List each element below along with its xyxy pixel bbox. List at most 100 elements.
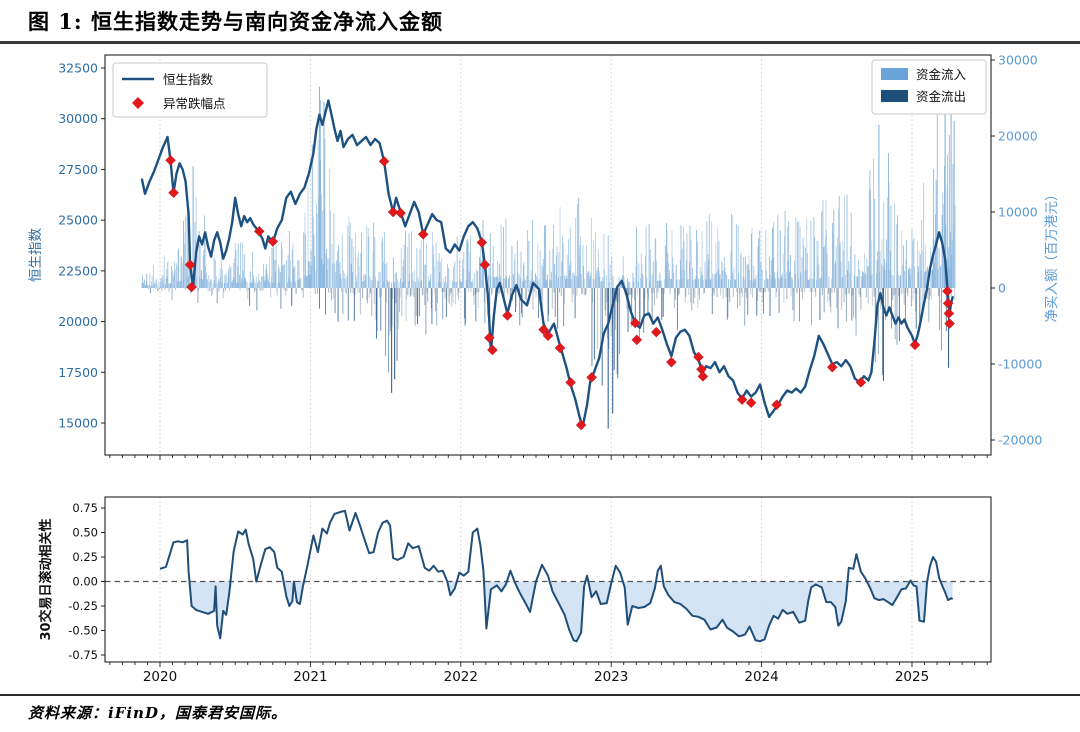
anomaly-diamond-icon xyxy=(417,229,429,240)
anomaly-diamond-icon xyxy=(651,326,662,338)
anomaly-diamond-icon xyxy=(479,259,491,271)
ytick-left: 20000 xyxy=(58,314,98,329)
ytick-right: 20000 xyxy=(998,129,1038,144)
title-divider xyxy=(0,41,1080,44)
anomaly-diamond-icon xyxy=(631,334,643,346)
anomaly-diamond-icon xyxy=(542,330,554,342)
flow-bar-spike xyxy=(607,288,609,429)
legend-label-anomaly: 异常跌幅点 xyxy=(163,96,226,111)
anomaly-diamond-icon xyxy=(186,281,197,293)
xtick-year: 2020 xyxy=(143,669,177,685)
xtick-year: 2025 xyxy=(895,669,929,685)
xtick-year: 2024 xyxy=(744,669,778,685)
ytick-right: 30000 xyxy=(998,53,1038,68)
ytick-left: 22500 xyxy=(58,263,98,278)
anomaly-diamond-icon xyxy=(395,207,406,219)
flow-bar-spike xyxy=(192,166,194,288)
anomaly-diamond-icon xyxy=(484,332,495,344)
ytick-left: 32500 xyxy=(58,61,98,76)
anomaly-diamond-icon xyxy=(745,397,757,408)
source-note: 资料来源：iFinD，国泰君安国际。 xyxy=(28,704,287,722)
hsi-line xyxy=(140,99,954,429)
flow-bars xyxy=(141,63,956,429)
legend-label-inflow: 资金流入 xyxy=(916,67,967,82)
anomaly-diamond-icon xyxy=(943,308,955,319)
anomaly-diamond-icon xyxy=(502,310,513,321)
flow-bar-spike xyxy=(612,288,614,414)
anomaly-diamond-icon xyxy=(487,344,498,356)
legend-label-hsi: 恒生指数 xyxy=(163,72,214,87)
anomaly-diamond-icon xyxy=(771,399,782,411)
ytick-left: 15000 xyxy=(58,416,98,431)
anomaly-diamond-icon xyxy=(165,155,176,166)
ytick-corr: -0.50 xyxy=(68,624,98,638)
anomaly-diamond-icon xyxy=(697,371,709,382)
legend-patch-inflow xyxy=(881,68,908,80)
anomaly-diamond-icon xyxy=(378,156,390,167)
legend-label-outflow: 资金流出 xyxy=(916,89,966,104)
figure-root: 32500 30000 27500 25000 22500 20000 17500 15000… xyxy=(28,53,1060,686)
anomaly-diamond-icon xyxy=(184,259,196,271)
anomaly-diamond-icon xyxy=(693,351,704,363)
flow-bar-spike xyxy=(318,86,320,288)
ytick-left: 17500 xyxy=(58,365,98,380)
anomaly-diamond-icon xyxy=(168,187,179,199)
bottom-panel: 0.75 0.50 0.25 0.00 -0.25 -0.50 -0.75 2020 2021 2… xyxy=(38,496,992,685)
anomaly-diamond-icon xyxy=(629,317,641,329)
anomaly-diamond-icon xyxy=(827,361,838,373)
flow-bar-spike xyxy=(394,288,396,380)
ytick-right: 10000 xyxy=(998,205,1038,220)
flow-bar-spike xyxy=(391,288,393,393)
ytick-left: 25000 xyxy=(58,213,98,228)
anomaly-diamond-icon xyxy=(909,339,921,351)
ytick-corr: 0.50 xyxy=(72,526,98,540)
anomaly-diamond-icon xyxy=(538,324,549,335)
legend-diamond-icon xyxy=(132,97,144,109)
ytick-corr: -0.25 xyxy=(68,599,98,613)
anomaly-diamond-icon xyxy=(387,206,399,218)
flow-bar-spike xyxy=(878,124,880,288)
figure-title: 图 1: 恒生指数走势与南向资金净流入金额 xyxy=(28,9,443,34)
flow-bar-spike xyxy=(950,63,952,288)
ytick-corr: 0.00 xyxy=(72,575,98,589)
ytick-left: 30000 xyxy=(58,111,98,126)
anomaly-diamond-icon xyxy=(944,318,955,329)
anomaly-diamond-icon xyxy=(554,342,566,354)
anomaly-diamond-icon xyxy=(253,226,265,237)
anomaly-diamonds xyxy=(165,155,955,431)
ytick-corr: 0.25 xyxy=(72,550,98,564)
correlation-line xyxy=(159,509,954,643)
xtick-year: 2021 xyxy=(293,669,327,685)
ytick-corr: -0.75 xyxy=(68,648,98,662)
flow-bar-spike xyxy=(323,101,325,288)
anomaly-diamond-icon xyxy=(476,237,488,248)
ytick-right: -20000 xyxy=(998,433,1042,448)
corr-negative-fill xyxy=(160,581,953,642)
flow-bar-spike xyxy=(882,288,884,381)
ytick-corr: 0.75 xyxy=(72,501,98,515)
ytick-right: -10000 xyxy=(998,357,1042,372)
flow-bar-spike xyxy=(944,101,946,288)
ylabel-left: 恒生指数 xyxy=(28,228,44,282)
anomaly-diamond-icon xyxy=(855,377,867,388)
ytick-right: 0 xyxy=(998,281,1006,296)
legend-patch-outflow xyxy=(881,90,908,102)
xtick-year: 2023 xyxy=(594,669,628,685)
anomaly-diamond-icon xyxy=(267,236,279,247)
flow-bar-spike xyxy=(953,120,955,288)
ylabel-right: 净买入额（百万港元） xyxy=(1044,188,1060,323)
source-divider xyxy=(0,694,1080,696)
anomaly-diamond-icon xyxy=(736,394,748,405)
anomaly-diamond-icon xyxy=(565,377,576,388)
ylabel-correlation: 30交易日滚动相关性 xyxy=(38,518,54,640)
anomaly-diamond-icon xyxy=(942,298,954,309)
xtick-year: 2022 xyxy=(444,669,478,685)
top-panel: 32500 30000 27500 25000 22500 20000 17500 15000… xyxy=(28,53,1060,460)
anomaly-diamond-icon xyxy=(586,372,597,383)
ytick-left: 27500 xyxy=(58,162,98,177)
anomaly-diamond-icon xyxy=(575,419,587,431)
anomaly-diamond-icon xyxy=(666,356,677,368)
